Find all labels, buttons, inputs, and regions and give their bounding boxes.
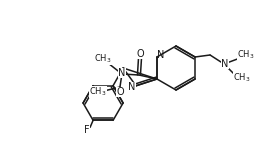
Text: O: O xyxy=(116,87,124,97)
Text: N: N xyxy=(118,68,126,78)
Text: N: N xyxy=(221,59,229,69)
Text: CH$_3$: CH$_3$ xyxy=(94,53,112,65)
Text: CH$_3$: CH$_3$ xyxy=(89,86,107,98)
Text: CH$_3$: CH$_3$ xyxy=(237,49,255,61)
Text: N: N xyxy=(128,82,136,92)
Text: N: N xyxy=(157,50,165,60)
Text: F: F xyxy=(84,125,90,135)
Text: O: O xyxy=(136,49,144,59)
Text: CH$_3$: CH$_3$ xyxy=(233,72,251,84)
